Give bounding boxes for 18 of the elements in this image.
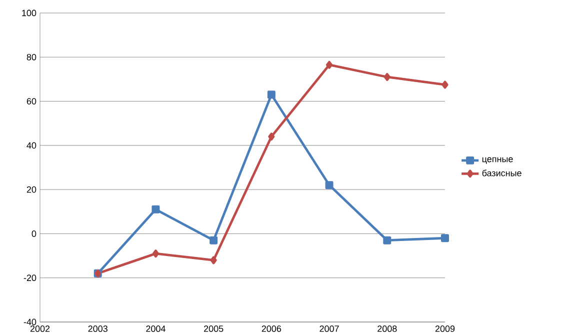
legend-label: цепные [482, 157, 513, 164]
x-tick-label: 2006 [262, 326, 282, 332]
y-tick-label: -40 [24, 318, 36, 326]
x-tick-label: 2002 [30, 326, 50, 332]
x-tick-label: 2004 [146, 326, 166, 332]
y-tick-label: 0 [32, 230, 36, 237]
x-tick-label: 2003 [88, 326, 108, 332]
x-tick-label: 2008 [378, 326, 397, 332]
legend-label: базисные [482, 170, 522, 176]
y-tick-label: 100 [22, 10, 36, 16]
y-tick-label: 60 [26, 98, 36, 104]
y-tick-label: 40 [26, 142, 36, 149]
x-tick-label: 2007 [320, 326, 339, 332]
x-tick-label: 2005 [204, 326, 224, 332]
y-tick-label: 80 [26, 54, 36, 60]
x-tick-label: 2009 [435, 326, 455, 332]
y-tick-label: -20 [24, 274, 36, 282]
y-tick-label: 20 [26, 186, 36, 193]
